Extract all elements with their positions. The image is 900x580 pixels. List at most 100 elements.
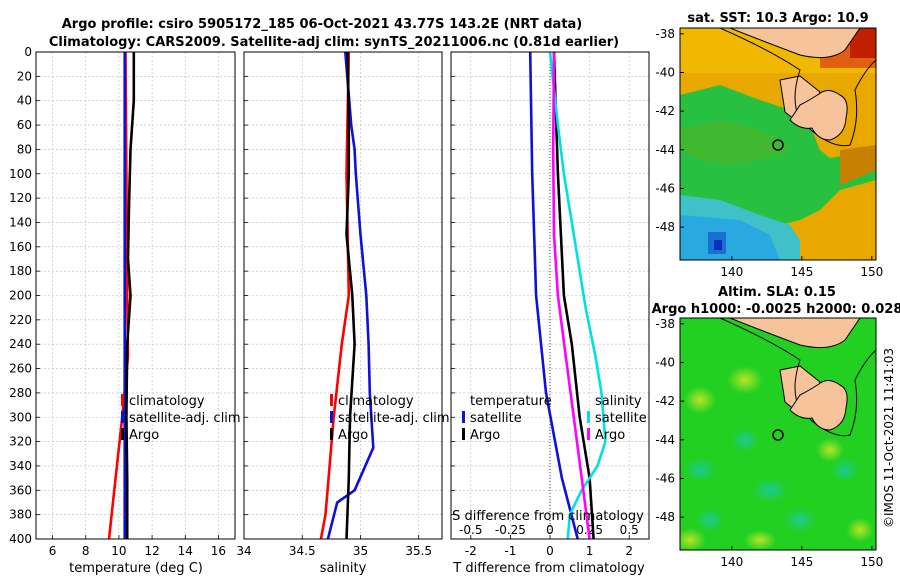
map-ytick-label: -46	[655, 471, 675, 485]
map-xtick-label: 140	[720, 265, 743, 279]
xtick-label: -1	[504, 544, 516, 558]
legend-swatch-argo	[330, 428, 333, 440]
series-line-s-argo	[551, 52, 591, 539]
top-tick-label: -0.25	[495, 523, 526, 537]
temperature-xlabel: temperature (deg C)	[69, 561, 203, 576]
difference-xlabel: T difference from climatology	[452, 561, 645, 576]
difference-panel: -2 -1 0 1 2-0.5 -0.25 0 0.25 0.5	[450, 51, 650, 558]
ytick-label: 200	[9, 289, 32, 303]
legend-label-s-satellite: satellite	[595, 411, 647, 426]
series-line-s-satellite	[548, 52, 607, 539]
top-tick-label: 0	[546, 523, 554, 537]
ytick-label: 40	[17, 94, 32, 108]
ytick-label: 60	[17, 118, 32, 132]
legend-label-t-argo: Argo	[470, 428, 500, 443]
xtick-label: -2	[465, 544, 477, 558]
map-ytick-label: -38	[655, 27, 675, 41]
series-line-argo	[345, 52, 356, 539]
legend-label-climatology: climatology	[129, 394, 205, 409]
xtick-label: 35	[353, 544, 368, 558]
map-ytick-label: -38	[655, 317, 675, 331]
ytick-label: 380	[9, 508, 32, 522]
ytick-label: 0	[24, 45, 32, 59]
figure-title-line1: Argo profile: csiro 5905172_185 06-Oct-2…	[62, 17, 583, 32]
legend-swatch-s-satellite	[587, 411, 590, 423]
map-xtick-label: 140	[720, 555, 743, 569]
xtick-label: 1	[586, 544, 594, 558]
legend-label-argo: Argo	[129, 428, 159, 443]
map-ytick-label: -42	[655, 394, 675, 408]
legend-label-s-argo: Argo	[595, 428, 625, 443]
map-frame	[679, 317, 877, 551]
legend-swatch-t-argo	[462, 428, 465, 440]
xtick-label: 2	[625, 544, 633, 558]
ytick-label: 220	[9, 313, 32, 327]
series-group	[107, 52, 136, 539]
temperature-legend: climatology satellite-adj. clim Argo	[121, 394, 241, 443]
legend-label-temperature: temperature	[470, 394, 552, 409]
xtick-label: 12	[144, 544, 159, 558]
ytick-label: 160	[9, 240, 32, 254]
series-line-t-argo	[552, 52, 595, 539]
ytick-label: 180	[9, 264, 32, 278]
sla-map	[680, 318, 876, 550]
ytick-label: 120	[9, 191, 32, 205]
map-ytick-label: -46	[655, 181, 675, 195]
legend-label-salinity: salinity	[595, 394, 642, 409]
sla-map-title-line2: Argo h1000: -0.0025 h2000: 0.028	[652, 302, 900, 317]
map-xtick-label: 150	[860, 265, 883, 279]
legend-swatch-t-satellite	[462, 411, 465, 423]
argo-position-marker	[772, 139, 784, 151]
sla-map-axes: 140 145 150 -38 -40 -42 -44 -46 -48	[655, 317, 883, 569]
imos-timestamp: ©IMOS 11-Oct-2021 11:41:03	[882, 348, 896, 528]
series-line-satellite-adj-clim	[326, 52, 375, 539]
map-ytick-label: -44	[655, 143, 675, 157]
ytick-label: 260	[9, 362, 32, 376]
plot-frame	[35, 51, 236, 540]
argo-position-marker	[772, 429, 784, 441]
series-group	[528, 52, 607, 539]
series-line-t-satellite	[528, 52, 579, 539]
ytick-label: 240	[9, 337, 32, 351]
legend-label-t-satellite: satellite	[470, 411, 522, 426]
xtick-label: 6	[49, 544, 57, 558]
series-line-argo	[125, 52, 136, 539]
top-tick-label: -0.5	[459, 523, 482, 537]
legend-label-satellite: satellite-adj. clim	[129, 411, 241, 426]
top-tick-label: 0.5	[620, 523, 639, 537]
ytick-label: 400	[9, 532, 32, 546]
xtick-label: 10	[111, 544, 126, 558]
temperature-panel: 0 20 40 60 80 100 120 140 160 180 200 220 240 260 280 3…	[9, 45, 236, 558]
legend-swatch-satellite	[330, 411, 333, 423]
difference-top-axis-label: S difference from climatology	[452, 509, 644, 524]
ytick-label: 140	[9, 215, 32, 229]
sla-map-title-line1: Altim. SLA: 0.15	[718, 285, 836, 300]
ytick-label: 20	[17, 69, 32, 83]
ytick-label: 100	[9, 167, 32, 181]
series-line-climatology	[319, 52, 351, 539]
map-ytick-label: -40	[655, 65, 675, 79]
map-xtick-label: 145	[790, 265, 813, 279]
xtick-label: 8	[82, 544, 90, 558]
map-ytick-label: -42	[655, 104, 675, 118]
figure-title-line2: Climatology: CARS2009. Satellite-adj cli…	[49, 35, 619, 50]
map-xtick-label: 145	[790, 555, 813, 569]
sst-map	[680, 28, 876, 260]
xtick-label: 35.5	[405, 544, 432, 558]
ytick-label: 360	[9, 483, 32, 497]
xtick-label: 0	[546, 544, 554, 558]
legend-label-satellite: satellite-adj. clim	[338, 411, 450, 426]
map-frame	[679, 27, 877, 261]
legend-swatch-climatology	[330, 394, 333, 406]
legend-swatch-s-argo	[587, 428, 590, 440]
series-group	[319, 52, 375, 539]
legend-label-argo: Argo	[338, 428, 368, 443]
map-ytick-label: -48	[655, 510, 675, 524]
sst-map-title: sat. SST: 10.3 Argo: 10.9	[687, 11, 868, 26]
legend-swatch-satellite	[121, 411, 124, 423]
plot-frame	[450, 51, 650, 540]
map-ytick-label: -40	[655, 355, 675, 369]
legend-label-climatology: climatology	[338, 394, 414, 409]
plot-frame	[243, 51, 443, 540]
